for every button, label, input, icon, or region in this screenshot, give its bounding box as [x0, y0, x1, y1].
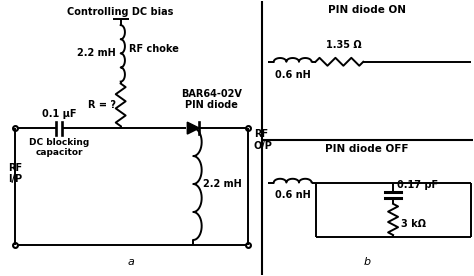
Text: b: b — [364, 257, 371, 267]
Text: DC blocking
capacitor: DC blocking capacitor — [29, 138, 89, 157]
Text: PIN diode ON: PIN diode ON — [328, 5, 406, 15]
Text: 1.35 Ω: 1.35 Ω — [327, 40, 362, 50]
Text: 2.2 mH: 2.2 mH — [77, 48, 116, 58]
Text: R = ?: R = ? — [88, 100, 116, 110]
Text: 0.6 nH: 0.6 nH — [275, 70, 310, 80]
Text: 3 kΩ: 3 kΩ — [401, 219, 426, 229]
Text: RF choke: RF choke — [128, 44, 179, 54]
Text: 0.17 pF: 0.17 pF — [397, 180, 438, 190]
Text: RF
O/P: RF O/P — [254, 129, 273, 151]
Text: 0.1 μF: 0.1 μF — [42, 109, 76, 119]
Text: Controlling DC bias: Controlling DC bias — [67, 7, 174, 17]
Text: 2.2 mH: 2.2 mH — [203, 179, 242, 189]
Text: RF
I/P: RF I/P — [8, 163, 22, 184]
Polygon shape — [187, 122, 199, 134]
Text: BAR64-02V
PIN diode: BAR64-02V PIN diode — [181, 89, 242, 110]
Text: 0.6 nH: 0.6 nH — [275, 190, 310, 200]
Text: PIN diode OFF: PIN diode OFF — [326, 144, 409, 154]
Text: a: a — [127, 257, 134, 267]
